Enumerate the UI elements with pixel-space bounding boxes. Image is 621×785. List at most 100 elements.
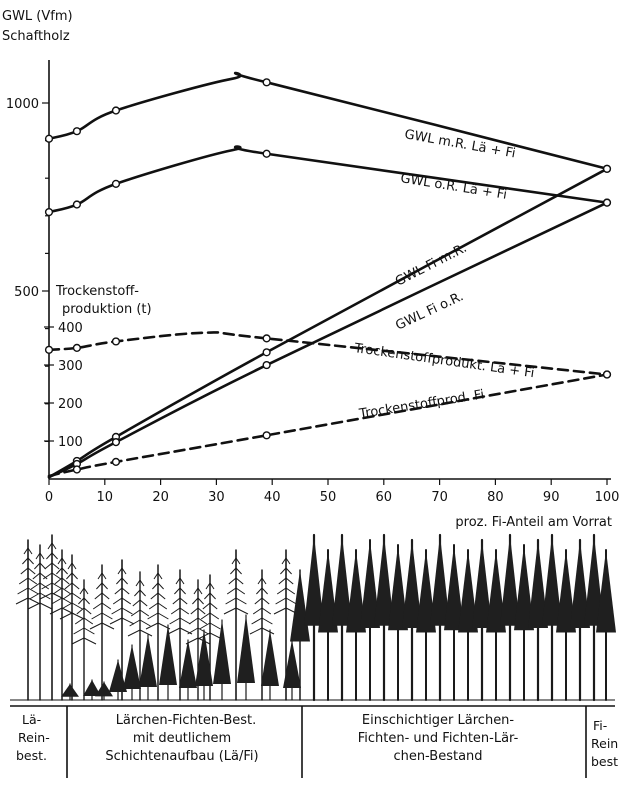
- series-label: GWL Fi o.R.: [393, 289, 466, 334]
- spruce-crown: [486, 550, 506, 633]
- larch-crown: [273, 557, 299, 615]
- data-point: [44, 207, 54, 217]
- x-tick-label: 50: [320, 490, 337, 505]
- y-tick-label-trocken: 400: [58, 321, 83, 336]
- spruce-crown: [584, 535, 604, 626]
- segment-4-line-2: Rein: [591, 736, 618, 751]
- x-tick-label: 100: [595, 490, 620, 505]
- data-point: [262, 348, 271, 357]
- data-point: [44, 134, 54, 143]
- data-point: [262, 334, 271, 343]
- x-tick-label: 60: [376, 490, 393, 505]
- understory-crown: [261, 630, 279, 686]
- understory-crown: [195, 630, 213, 686]
- spruce-crown: [388, 545, 408, 631]
- spruce-crown: [556, 550, 576, 633]
- data-point: [262, 149, 271, 158]
- understory-crown: [213, 620, 231, 684]
- series-line: [47, 331, 609, 376]
- x-tick-label: 70: [431, 490, 448, 505]
- larch-crown: [145, 572, 171, 630]
- x-axis-title: proz. Fi-Anteil am Vorrat: [455, 515, 612, 530]
- series-line: [47, 145, 609, 214]
- series-label: Trockenstoffprod. Fi: [357, 387, 485, 422]
- spruce-crown: [500, 535, 520, 626]
- data-point: [111, 106, 121, 115]
- trocken-axis-subtitle: produktion (t): [62, 302, 152, 317]
- data-point: [72, 343, 82, 353]
- data-point: [602, 370, 612, 379]
- spruce-crown: [528, 540, 548, 628]
- x-tick-label: 10: [97, 490, 114, 505]
- data-point: [111, 457, 121, 467]
- understory-crown: [139, 635, 157, 687]
- larch-crown: [167, 577, 193, 635]
- segment-1-line-3: best.: [16, 748, 47, 763]
- spruce-crown: [542, 535, 562, 626]
- spruce-crown: [304, 535, 324, 626]
- data-point: [262, 360, 271, 370]
- larch-crown: [127, 579, 153, 637]
- series-label: Trockenstoffprodukt. Lä + Fi: [352, 341, 535, 381]
- y-tick-label-gwl: 1000: [6, 97, 39, 112]
- spruce-crown: [458, 550, 478, 633]
- understory-crown: [109, 660, 127, 692]
- y-axis-title: GWL (Vfm): [2, 9, 73, 24]
- series-markers: [44, 78, 612, 474]
- understory-crown: [83, 680, 101, 696]
- data-point: [44, 345, 54, 354]
- understory-crown: [61, 684, 79, 697]
- understory-crown: [159, 625, 177, 685]
- y-tick-label-gwl: 500: [14, 285, 39, 300]
- y-tick-label-trocken: 100: [58, 435, 83, 450]
- data-point: [262, 431, 271, 440]
- spruce-crown: [570, 540, 590, 628]
- segment-4-line-1: Fi-: [593, 718, 607, 733]
- data-point: [262, 78, 271, 87]
- spruce-crown: [374, 535, 394, 626]
- data-point: [111, 179, 121, 188]
- axes: [42, 60, 611, 485]
- larch-crown: [249, 577, 275, 635]
- larch-crown: [89, 572, 115, 630]
- spruce-crown: [444, 545, 464, 631]
- data-point: [72, 200, 82, 209]
- series-line: [47, 71, 609, 171]
- spruce-crown: [346, 550, 366, 633]
- understory-crown: [283, 640, 301, 688]
- data-point: [602, 164, 612, 173]
- stand-type-caption: Lä- Rein- best. Lärchen-Fichten-Best. mi…: [10, 699, 618, 778]
- segment-3-line-2: Fichten- und Fichten-Lär-: [358, 731, 519, 746]
- segment-3-line-3: chen-Bestand: [393, 749, 482, 764]
- data-point: [72, 465, 82, 474]
- segment-2-line-3: Schichtenaufbau (Lä/Fi): [105, 749, 258, 764]
- larch-crown: [71, 587, 97, 645]
- larch-crown: [223, 557, 249, 615]
- understory-crown: [237, 615, 255, 683]
- segment-2-line-2: mit deutlichem: [133, 731, 231, 746]
- x-tick-label: 90: [543, 490, 560, 505]
- series-label: GWL o.R. Lä + Fi: [399, 171, 508, 203]
- segment-4-line-3: best: [591, 754, 618, 769]
- x-tick-label: 20: [152, 490, 169, 505]
- spruce-crown: [318, 550, 338, 633]
- y-tick-label-trocken: 300: [58, 359, 83, 374]
- spruce-crown: [596, 550, 616, 633]
- segment-1-line-1: Lä-: [22, 712, 41, 727]
- series-line: [47, 167, 609, 479]
- larch-crown: [59, 562, 85, 620]
- series-label: GWL Fi m.R.: [393, 241, 469, 290]
- spruce-crown: [514, 545, 534, 631]
- spruce-crown: [402, 540, 422, 628]
- segment-1-line-2: Rein-: [18, 730, 50, 745]
- x-tick-label: 80: [487, 490, 504, 505]
- tick-labels: 0 10 20 30 40 50 60 70 80 90 100 500 1000 100 200 300 40…: [6, 97, 620, 505]
- forest-illustration: [15, 533, 616, 702]
- larch-crown: [49, 557, 75, 615]
- spruce-crown: [360, 540, 380, 628]
- data-point: [111, 438, 121, 447]
- segment-2-line-1: Lärchen-Fichten-Best.: [116, 713, 257, 728]
